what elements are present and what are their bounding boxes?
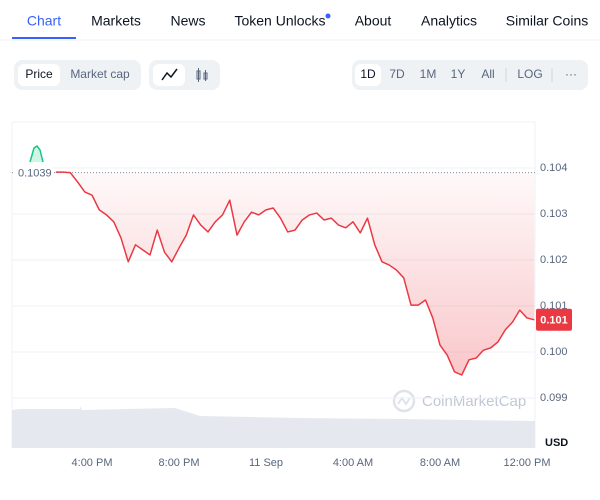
active-tab-underline	[12, 37, 76, 39]
range-button[interactable]: 7D	[389, 67, 405, 81]
nav-tab[interactable]: News	[170, 13, 205, 29]
range-button[interactable]: All	[481, 67, 494, 81]
price-tag	[536, 308, 572, 331]
range-button[interactable]: 1D	[360, 67, 376, 81]
range-button[interactable]: 1M	[420, 67, 437, 81]
more-button[interactable]: ···	[565, 67, 577, 81]
volume-area	[12, 406, 535, 448]
y-unit: USD	[545, 437, 568, 449]
active-metric-bg	[18, 64, 60, 86]
price-tag-label: 0.101	[540, 315, 568, 327]
range-button[interactable]: 1Y	[451, 67, 466, 81]
y-tick-label: 0.102	[540, 254, 568, 266]
candle-icon[interactable]	[196, 68, 208, 82]
line-area	[55, 172, 535, 375]
x-tick-label: 11 Sep	[249, 457, 283, 469]
nav-tab[interactable]: Analytics	[421, 13, 477, 29]
watermark: CoinMarketCap	[422, 393, 526, 410]
x-tick-label: 4:00 PM	[72, 457, 113, 469]
nav-tab[interactable]: Token Unlocks	[234, 13, 325, 29]
watermark-logo	[392, 389, 416, 413]
reference-label-bg	[14, 165, 52, 180]
active-range-bg	[355, 64, 381, 86]
reference-label: 0.1039	[18, 168, 52, 180]
metric-button[interactable]: Market cap	[70, 67, 130, 81]
metric-button[interactable]: Price	[25, 67, 53, 81]
range-toggle	[352, 60, 588, 90]
x-tick-label: 8:00 PM	[159, 457, 200, 469]
nav-tab[interactable]: Chart	[27, 13, 61, 29]
y-tick-label: 0.103	[540, 208, 568, 220]
x-tick-label: 12:00 PM	[503, 457, 550, 469]
y-tick-label: 0.100	[540, 346, 568, 358]
nav-tab[interactable]: Markets	[91, 13, 141, 29]
nav-tab[interactable]: Similar Coins	[506, 13, 588, 29]
y-tick-label: 0.099	[540, 392, 568, 404]
line-icon	[161, 68, 178, 81]
x-tick-label: 4:00 AM	[333, 457, 373, 469]
y-tick-label: 0.104	[540, 162, 568, 174]
mini-icon	[29, 144, 44, 163]
x-tick-label: 8:00 AM	[420, 457, 460, 469]
nav-tab[interactable]: About	[355, 13, 392, 29]
log-button[interactable]: LOG	[517, 67, 542, 81]
new-dot	[325, 13, 331, 19]
price-line	[55, 171, 535, 376]
